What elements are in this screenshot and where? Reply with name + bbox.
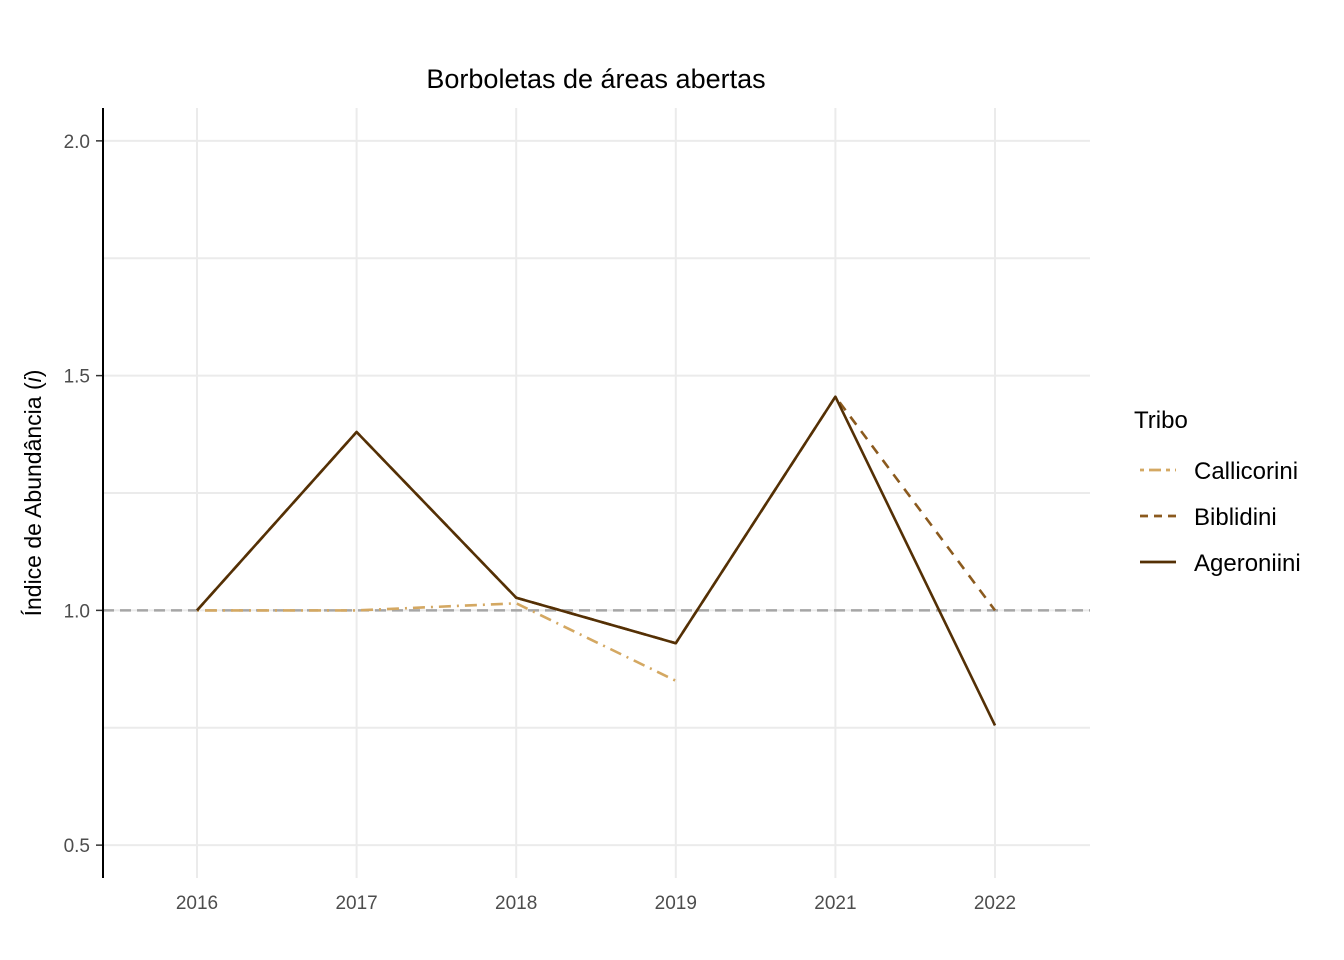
legend-label-ageroniini: Ageroniini [1194,550,1301,577]
series-lines [196,395,997,726]
series-line-callicorini [197,602,677,682]
y-tick-label: 0.5 [64,836,90,857]
y-tick-label: 1.5 [64,367,90,388]
x-tick-label: 2021 [814,893,856,914]
legend: Tribo Callicorini Biblidini Ageroniini [1134,407,1301,577]
y-axis-title-italic: i [20,376,46,382]
x-tick-label: 2019 [655,893,697,914]
x-tick-label: 2022 [974,893,1016,914]
legend-title: Tribo [1134,407,1188,434]
x-tick-label: 2018 [495,893,537,914]
axes: 0.5 1.0 1.5 2.0 2016 2017 2018 2019 2021 2022 [64,108,1016,914]
x-tick-label: 2016 [176,893,218,914]
y-axis-title-end: ) [20,370,46,378]
y-axis-title-main: Índice de Abundância ( [20,382,46,616]
y-tick-label: 2.0 [64,132,90,153]
x-tick-label: 2017 [335,893,377,914]
legend-label-callicorini: Callicorini [1194,458,1298,485]
series-line-biblidini [196,395,997,645]
series-line-ageroniini [196,395,997,726]
chart-title: Borboletas de áreas abertas [426,64,765,94]
y-axis-title: Índice de Abundância (i) [20,370,46,617]
legend-label-biblidini: Biblidini [1194,504,1277,531]
gridlines [103,108,1090,878]
y-tick-label: 1.0 [64,601,90,622]
